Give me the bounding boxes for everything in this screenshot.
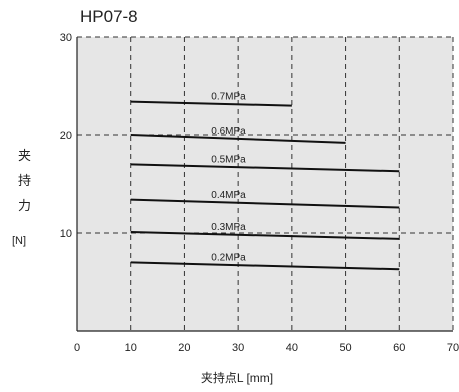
series-label: 0.7MPa [211, 92, 246, 103]
series-label: 0.6MPa [211, 126, 246, 137]
series-label: 0.3MPa [211, 222, 246, 233]
x-tick-label: 20 [178, 342, 190, 354]
x-tick-label: 10 [125, 342, 137, 354]
x-tick-label: 50 [339, 342, 351, 354]
y-axis-label-char: 夹 [18, 148, 31, 163]
y-axis-label-char: 持 [18, 173, 31, 188]
x-tick-label: 60 [393, 342, 405, 354]
series-line [130, 198, 400, 209]
grid [77, 37, 453, 331]
y-tick-label: 30 [60, 32, 72, 44]
y-tick-label: 20 [60, 130, 72, 142]
series-lines: 0.7MPa 0.6MPa 0.5MPa 0.4MPa 0.3MPa 0.2MPa [130, 92, 400, 271]
plot-area [77, 37, 453, 331]
series-line [130, 163, 400, 173]
chart-title: HP07-8 [80, 7, 138, 26]
x-tick-label: 70 [447, 342, 459, 354]
series-line [130, 134, 346, 144]
x-tick-label: 30 [232, 342, 244, 354]
series-line [130, 261, 400, 271]
series-label: 0.2MPa [211, 252, 246, 263]
y-axis-label-char: 力 [18, 198, 31, 213]
series-label: 0.5MPa [211, 154, 246, 165]
x-axis-label: 夹持点L [mm] [201, 370, 273, 385]
series-label: 0.4MPa [211, 190, 246, 201]
tick-labels: 0 10 20 30 40 50 60 70 10 20 30 [60, 32, 459, 354]
x-tick-label: 0 [74, 342, 80, 354]
y-axis-label: 夹 持 力 [N] [12, 148, 31, 247]
axes [76, 36, 454, 332]
series-line [130, 231, 400, 240]
x-tick-label: 40 [286, 342, 298, 354]
series-line [130, 100, 292, 107]
y-tick-label: 10 [60, 228, 72, 240]
y-axis-unit: [N] [12, 235, 26, 247]
